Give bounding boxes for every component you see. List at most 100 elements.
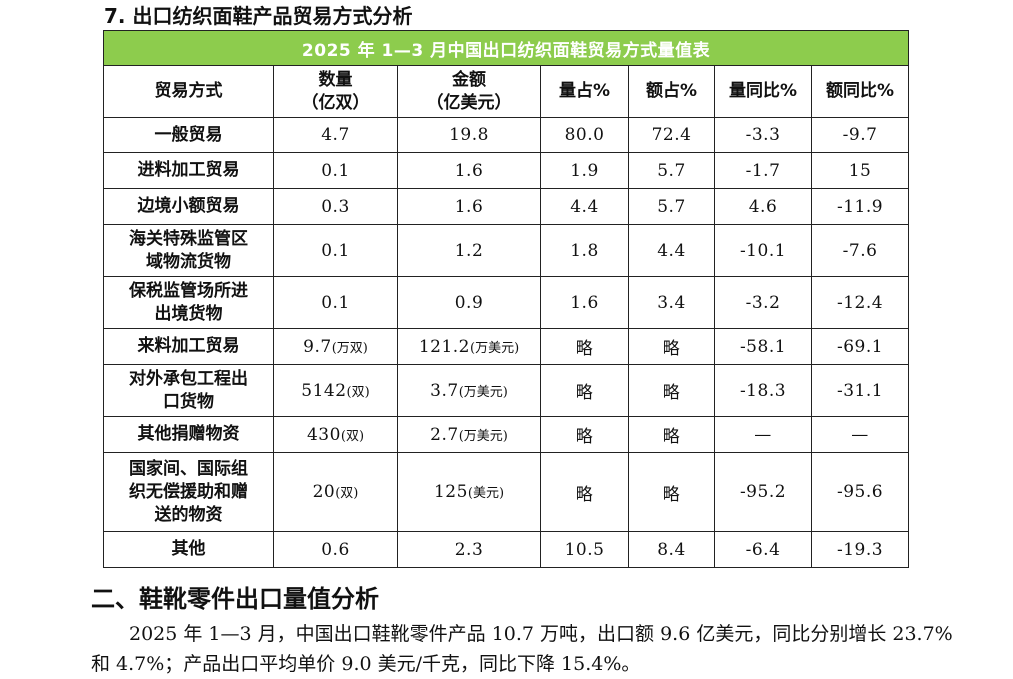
cell-qty-share: 略 [540, 452, 629, 532]
cell-quantity: 430(双) [273, 416, 398, 453]
cell-amount: 125(美元) [397, 452, 541, 532]
table-row: 对外承包工程出 口货物 5142(双) 3.7(万美元) 略略 -18.3 -31.1 [103, 364, 910, 417]
table-row: 其他捐赠物资 430(双) 2.7(万美元) 略略 — — [103, 416, 910, 453]
header-amount: 金额 （亿美元） [397, 65, 541, 118]
cell-amt-share: 略 [628, 364, 715, 417]
unit-label: (双) [335, 486, 359, 501]
table-header-row: 贸易方式 数量 （亿双） 金额 （亿美元） 量占% 额占% 量同比% 额同比% [103, 65, 910, 118]
header-trade-mode: 贸易方式 [103, 65, 274, 118]
cell-quantity: 0.1 [273, 224, 398, 277]
cell-trade-mode: 其他捐赠物资 [103, 416, 274, 453]
cell-amount: 1.6 [397, 188, 541, 225]
cell-amt-yoy: -9.7 [810, 117, 910, 153]
cell-quantity: 0.6 [273, 531, 398, 568]
cell-trade-mode: 其他 [103, 531, 274, 568]
cell-amount: 19.8 [397, 117, 541, 153]
cell-amt-share: 5.7 [628, 152, 715, 189]
cell-quantity: 0.1 [273, 152, 398, 189]
cell-amt-yoy: 15 [810, 152, 910, 189]
cell-qty-share: 10.5 [540, 531, 629, 568]
cell-trade-mode: 国家间、国际组 织无偿援助和赠 送的物资 [103, 452, 274, 532]
header-quantity: 数量 （亿双） [273, 65, 398, 118]
table-title: 2025 年 1—3 月中国出口纺织面鞋贸易方式量值表 [102, 30, 910, 66]
cell-quantity: 9.7(万双) [273, 328, 398, 365]
table-row: 一般贸易 4.7 19.8 80.0 72.4 -3.3 -9.7 [103, 117, 910, 153]
unit-label: (万美元) [458, 428, 508, 444]
cell-amt-yoy: -95.6 [810, 452, 910, 532]
cell-amount: 3.7(万美元) [397, 364, 541, 417]
cell-amt-yoy: -31.1 [810, 364, 910, 417]
unit-label: (双) [340, 428, 365, 444]
table-row: 来料加工贸易 9.7(万双) 121.2(万美元) 略略 -58.1 -69.1 [103, 328, 910, 365]
cell-qty-yoy: -1.7 [714, 152, 812, 189]
cell-trade-mode: 对外承包工程出 口货物 [103, 364, 274, 417]
cell-qty-yoy: -18.3 [714, 364, 812, 417]
analysis-paragraph: 2025 年 1—3 月，中国出口鞋靴零件产品 10.7 万吨，出口额 9.6 … [91, 623, 953, 675]
cell-qty-yoy: -58.1 [714, 328, 812, 365]
cell-qty-share: 1.6 [540, 276, 629, 329]
cell-amount: 2.3 [397, 531, 541, 568]
table-row: 海关特殊监管区 域物流货物 0.1 1.2 1.8 4.4 -10.1 -7.6 [103, 224, 910, 277]
cell-qty-yoy: — [714, 416, 812, 453]
cell-quantity: 4.7 [273, 117, 398, 153]
cell-amt-yoy: — [810, 416, 910, 453]
unit-label: (万双) [331, 340, 368, 356]
cell-qty-share: 略 [540, 416, 629, 453]
unit-label: (美元) [467, 486, 505, 501]
section-heading: 7. 出口纺织面鞋产品贸易方式分析 [104, 4, 413, 28]
header-qty-yoy: 量同比% [714, 65, 812, 118]
cell-qty-yoy: -95.2 [714, 452, 812, 532]
unit-label: (万美元) [470, 340, 520, 356]
cell-quantity: 20(双) [273, 452, 398, 532]
cell-amt-yoy: -11.9 [810, 188, 910, 225]
cell-trade-mode: 海关特殊监管区 域物流货物 [103, 224, 274, 277]
cell-qty-share: 略 [540, 364, 629, 417]
cell-qty-yoy: -3.3 [714, 117, 812, 153]
cell-trade-mode: 来料加工贸易 [103, 328, 274, 365]
cell-qty-share: 80.0 [540, 117, 629, 153]
cell-amount: 1.6 [397, 152, 541, 189]
cell-amt-share: 略 [628, 416, 715, 453]
cell-trade-mode: 边境小额贸易 [103, 188, 274, 225]
cell-amt-share: 72.4 [628, 117, 715, 153]
table-row: 边境小额贸易 0.3 1.6 4.4 5.7 4.6 -11.9 [103, 188, 910, 225]
cell-qty-share: 1.9 [540, 152, 629, 189]
table-body: 一般贸易 4.7 19.8 80.0 72.4 -3.3 -9.7 进料加工贸易 0.1 1.6 1… [103, 117, 910, 568]
cell-trade-mode: 进料加工贸易 [103, 152, 274, 189]
cell-amount: 2.7(万美元) [397, 416, 541, 453]
cell-amt-share: 5.7 [628, 188, 715, 225]
trade-mode-table: 2025 年 1—3 月中国出口纺织面鞋贸易方式量值表 贸易方式 数量 （亿双） … [102, 30, 910, 568]
cell-qty-yoy: 4.6 [714, 188, 812, 225]
table-row: 保税监管场所进 出境货物 0.1 0.9 1.6 3.4 -3.2 -12.4 [103, 276, 910, 329]
section-two-heading: 二、鞋靴零件出口量值分析 [91, 585, 379, 613]
header-amt-yoy: 额同比% [810, 65, 910, 118]
cell-quantity: 0.3 [273, 188, 398, 225]
cell-qty-yoy: -10.1 [714, 224, 812, 277]
cell-amt-share: 4.4 [628, 224, 715, 277]
header-amt-share: 额占% [628, 65, 715, 118]
header-qty-share: 量占% [540, 65, 629, 118]
cell-quantity: 0.1 [273, 276, 398, 329]
table-row: 国家间、国际组 织无偿援助和赠 送的物资 20(双) 125(美元) 略略 -95.2 -95… [103, 452, 910, 532]
table-row: 进料加工贸易 0.1 1.6 1.9 5.7 -1.7 15 [103, 152, 910, 189]
cell-amount: 0.9 [397, 276, 541, 329]
cell-qty-yoy: -3.2 [714, 276, 812, 329]
cell-amt-share: 略 [628, 328, 715, 365]
cell-amt-yoy: -12.4 [810, 276, 910, 329]
cell-amt-yoy: -7.6 [810, 224, 910, 277]
cell-amount: 1.2 [397, 224, 541, 277]
cell-quantity: 5142(双) [273, 364, 398, 417]
cell-amt-share: 8.4 [628, 531, 715, 568]
cell-qty-share: 1.8 [540, 224, 629, 277]
table-row: 其他 0.6 2.3 10.5 8.4 -6.4 -19.3 [103, 531, 910, 568]
cell-amt-yoy: -19.3 [810, 531, 910, 568]
cell-amount: 121.2(万美元) [397, 328, 541, 365]
cell-qty-share: 略 [540, 328, 629, 365]
cell-qty-share: 4.4 [540, 188, 629, 225]
cell-trade-mode: 保税监管场所进 出境货物 [103, 276, 274, 329]
cell-amt-yoy: -69.1 [810, 328, 910, 365]
cell-amt-share: 3.4 [628, 276, 715, 329]
unit-label: (万美元) [458, 384, 508, 400]
cell-amt-share: 略 [628, 452, 715, 532]
unit-label: (双) [346, 384, 370, 400]
